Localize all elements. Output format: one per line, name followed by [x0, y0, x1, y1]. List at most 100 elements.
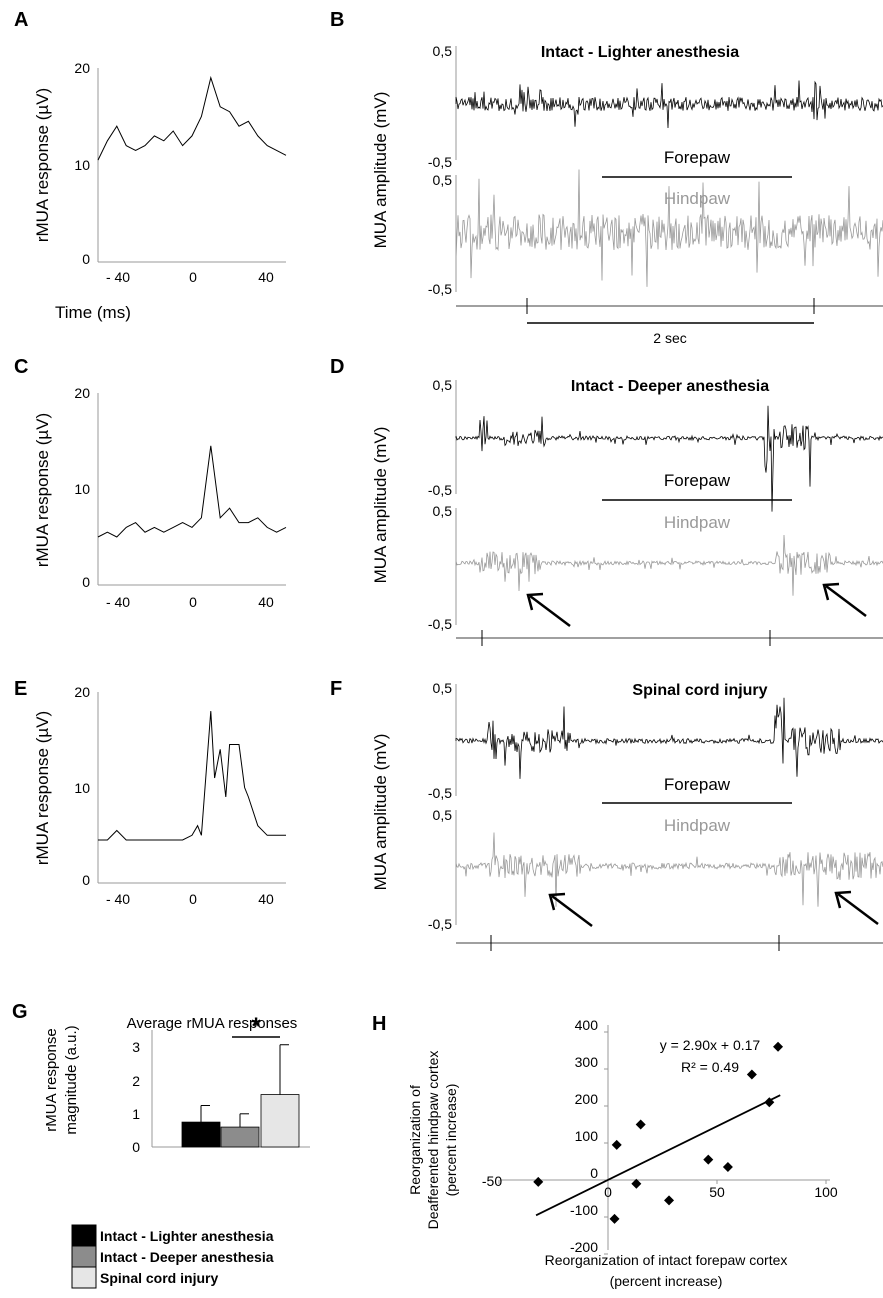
f-hindpaw-trace	[455, 832, 883, 907]
legend-label-lighter: Intact - Lighter anesthesia	[100, 1228, 274, 1244]
legend-label-sci: Spinal cord injury	[100, 1270, 218, 1286]
h-ylabel-line1: Reorganization of	[407, 1085, 423, 1195]
g-bar-0	[181, 1121, 221, 1148]
h-ylabel-line2: Deafferented hindpaw cortex	[425, 1051, 441, 1230]
g-bar-1	[220, 1126, 260, 1148]
g-ytick-2: 2	[132, 1073, 140, 1089]
a-ytick-0: 0	[82, 251, 90, 267]
h-point	[631, 1178, 642, 1189]
panel-g: Average rMUA responses rMUA response mag…	[43, 1013, 310, 1155]
h-point	[611, 1139, 622, 1150]
h-ytick-300: 300	[575, 1054, 599, 1070]
d-hind-ytick-top: 0,5	[433, 503, 453, 519]
h-ytick-m200: -200	[570, 1239, 598, 1255]
panel-h: -50 0 50 100 400 300 200 100 0 -100 -200…	[407, 1017, 838, 1289]
f-forepaw-label: Forepaw	[664, 775, 731, 794]
a-ytick-20: 20	[74, 60, 90, 76]
h-xtick-100: 100	[814, 1184, 838, 1200]
h-point	[664, 1195, 675, 1206]
panel-c: 20 10 0 - 40 0 40 rMUA response (µV)	[33, 385, 287, 610]
g-bars	[181, 1044, 300, 1148]
d-hindpaw-trace	[455, 534, 883, 596]
g-ytick-0: 0	[132, 1139, 140, 1155]
f-forepaw-trace	[455, 697, 883, 779]
a-xtick-m40: - 40	[106, 269, 130, 285]
c-series-line	[97, 445, 287, 538]
panel-label-c: C	[14, 356, 28, 378]
h-ytick-m100: -100	[570, 1202, 598, 1218]
h-point	[703, 1154, 714, 1165]
panel-b: Intact - Lighter anesthesia MUA amplitud…	[371, 43, 883, 346]
b-hindpaw-trace	[455, 169, 883, 287]
b-forepaw-trace	[455, 80, 883, 129]
a-series-line	[97, 75, 287, 161]
f-arrow-2	[834, 890, 879, 925]
c-xtick-0: 0	[189, 594, 197, 610]
h-fit-equation: y = 2.90x + 0.17	[660, 1037, 761, 1053]
h-xtick-m50: -50	[482, 1173, 502, 1189]
b-forepaw-label: Forepaw	[664, 148, 731, 167]
panel-label-g: G	[12, 1001, 28, 1023]
g-ylabel-line2: magnitude (a.u.)	[63, 1025, 80, 1134]
b-fore-ytick-bottom: -0,5	[428, 154, 452, 170]
a-ylabel: rMUA response (µV)	[33, 88, 52, 242]
b-scale-label: 2 sec	[653, 330, 686, 346]
d-fore-ytick-top: 0,5	[433, 377, 453, 393]
d-forepaw-trace	[455, 405, 883, 512]
panel-label-f: F	[330, 678, 342, 700]
panel-e: 20 10 0 - 40 0 40 rMUA response (µV)	[33, 684, 286, 907]
h-fit-line	[535, 1094, 781, 1217]
b-ylabel: MUA amplitude (mV)	[371, 92, 390, 249]
h-point	[722, 1162, 733, 1173]
h-xlabel-line2: (percent increase)	[610, 1273, 723, 1289]
h-r-squared: R² = 0.49	[681, 1059, 739, 1075]
f-hindpaw-label: Hindpaw	[664, 816, 731, 835]
panel-label-a: A	[14, 9, 28, 31]
panel-d: Intact - Deeper anesthesia MUA amplitude…	[371, 377, 883, 646]
h-point	[609, 1213, 620, 1224]
b-title: Intact - Lighter anesthesia	[541, 44, 739, 61]
d-title: Intact - Deeper anesthesia	[571, 378, 769, 395]
d-fore-ytick-bottom: -0,5	[428, 482, 452, 498]
h-ylabel-line3: (percent increase)	[443, 1084, 459, 1197]
a-xtick-40: 40	[258, 269, 274, 285]
legend-swatch-deeper	[71, 1245, 97, 1268]
f-ylabel: MUA amplitude (mV)	[371, 734, 390, 891]
f-fore-ytick-bottom: -0,5	[428, 785, 452, 801]
panel-label-h: H	[372, 1013, 386, 1035]
g-ytick-3: 3	[132, 1039, 140, 1055]
e-ytick-10: 10	[74, 780, 90, 796]
g-bar-2	[260, 1094, 300, 1148]
d-forepaw-label: Forepaw	[664, 471, 731, 490]
c-xtick-m40: - 40	[106, 594, 130, 610]
h-ytick-200: 200	[575, 1091, 599, 1107]
f-fore-ytick-top: 0,5	[433, 680, 453, 696]
h-ytick-0: 0	[590, 1165, 598, 1181]
g-ylabel-line1: rMUA response	[43, 1028, 60, 1131]
f-arrow-1	[548, 892, 593, 927]
e-ylabel: rMUA response (µV)	[33, 711, 52, 865]
f-hind-ytick-bottom: -0,5	[428, 916, 452, 932]
e-xtick-40: 40	[258, 891, 274, 907]
panel-f: Spinal cord injury MUA amplitude (mV) 0,…	[371, 680, 883, 951]
legend-label-deeper: Intact - Deeper anesthesia	[100, 1249, 274, 1265]
h-ticks	[498, 1031, 827, 1255]
b-hind-ytick-top: 0,5	[433, 172, 453, 188]
h-ytick-100: 100	[575, 1128, 599, 1144]
h-point	[773, 1041, 784, 1052]
a-xtick-0: 0	[189, 269, 197, 285]
e-xtick-0: 0	[189, 891, 197, 907]
panel-label-b: B	[330, 9, 344, 31]
b-hind-ytick-bottom: -0,5	[428, 281, 452, 297]
b-fore-ytick-top: 0,5	[433, 43, 453, 59]
e-series-line	[98, 711, 286, 841]
c-ytick-0: 0	[82, 574, 90, 590]
f-hind-ytick-top: 0,5	[433, 807, 453, 823]
h-point	[746, 1069, 757, 1080]
d-arrow-2	[822, 582, 867, 617]
h-xtick-50: 50	[709, 1184, 725, 1200]
c-xtick-40: 40	[258, 594, 274, 610]
c-ylabel: rMUA response (µV)	[33, 413, 52, 567]
h-point	[533, 1176, 544, 1187]
h-point	[635, 1119, 646, 1130]
